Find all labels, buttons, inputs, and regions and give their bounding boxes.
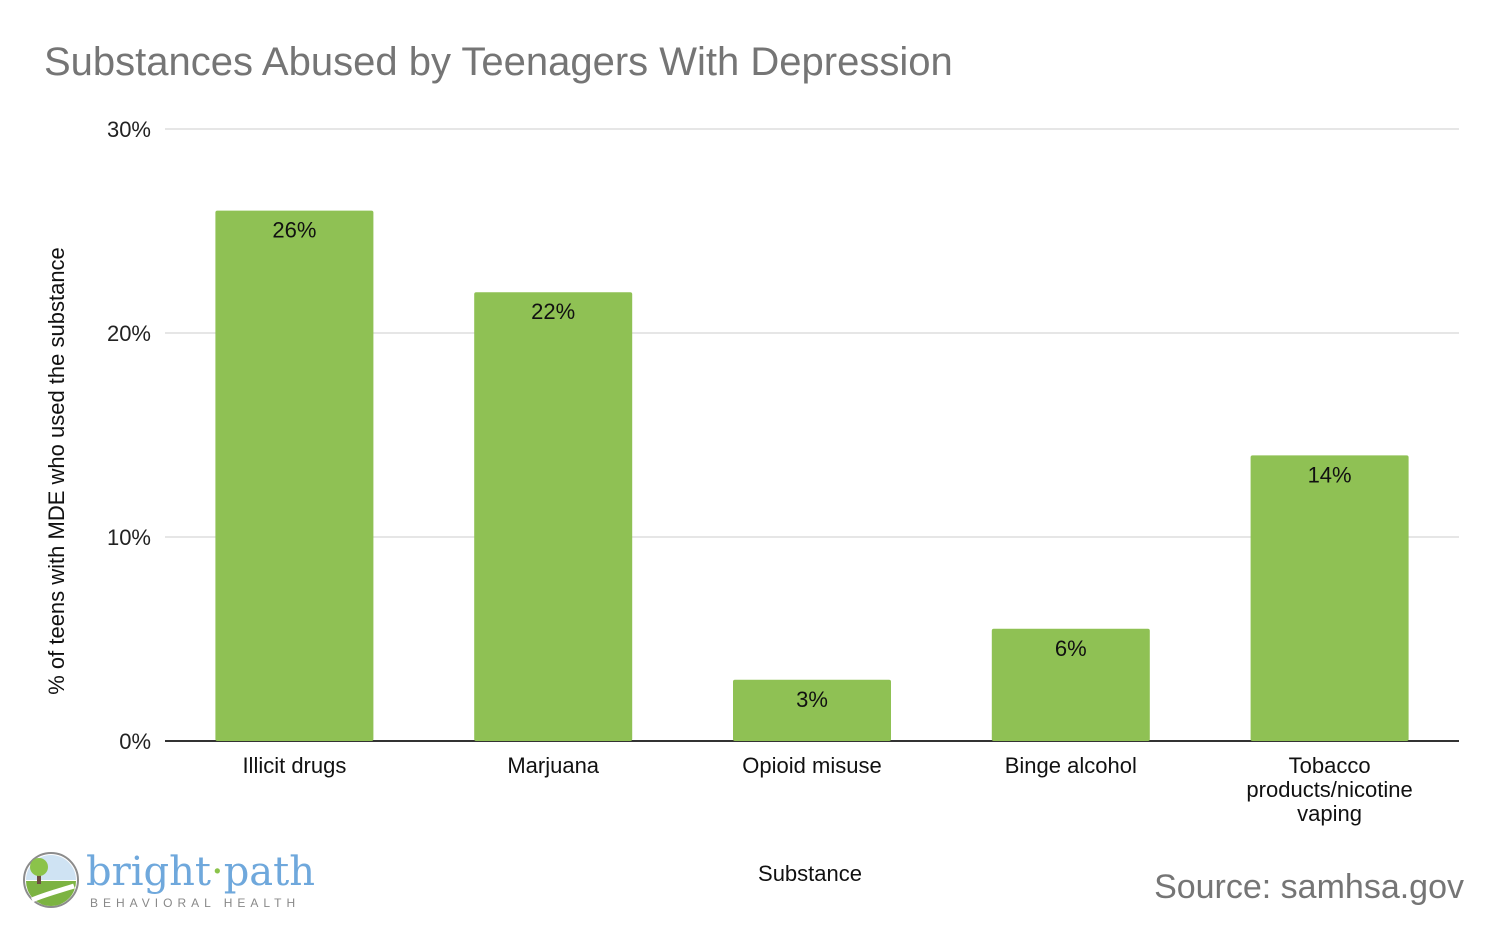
tree-landscape-icon — [23, 852, 79, 908]
y-tick-label: 30% — [107, 117, 151, 142]
bar — [215, 210, 374, 742]
x-tick-label: Binge alcohol — [1005, 753, 1137, 778]
data-label: 3% — [796, 687, 828, 712]
chart-title: Substances Abused by Teenagers With Depr… — [44, 40, 953, 84]
logo-tagline: BEHAVIORAL HEALTH — [90, 896, 301, 910]
data-label: 26% — [272, 218, 316, 243]
data-label: 22% — [531, 299, 575, 324]
x-axis-title: Substance — [758, 861, 862, 886]
data-label: 6% — [1055, 636, 1087, 661]
bar — [733, 679, 891, 741]
x-tick-label: Opioid misuse — [742, 753, 881, 778]
x-tick-label: Illicit drugs — [242, 753, 346, 778]
y-tick-label: 10% — [107, 525, 151, 550]
bar — [474, 292, 633, 741]
x-tick-label: Tobacco products/nicotine vaping — [1246, 753, 1412, 826]
source-note: Source: samhsa.gov — [1154, 868, 1464, 906]
y-axis-title: % of teens with MDE who used the substan… — [44, 247, 69, 695]
x-tick-label: Marjuana — [507, 753, 599, 778]
bar — [991, 628, 1150, 741]
data-label: 14% — [1308, 462, 1352, 487]
bar — [1250, 455, 1409, 741]
brightpath-logo: bright·path BEHAVIORAL HEALTH — [22, 850, 322, 914]
logo-wordmark: bright·path — [86, 849, 315, 895]
y-tick-label: 20% — [107, 321, 151, 346]
y-tick-label: 0% — [119, 729, 151, 754]
